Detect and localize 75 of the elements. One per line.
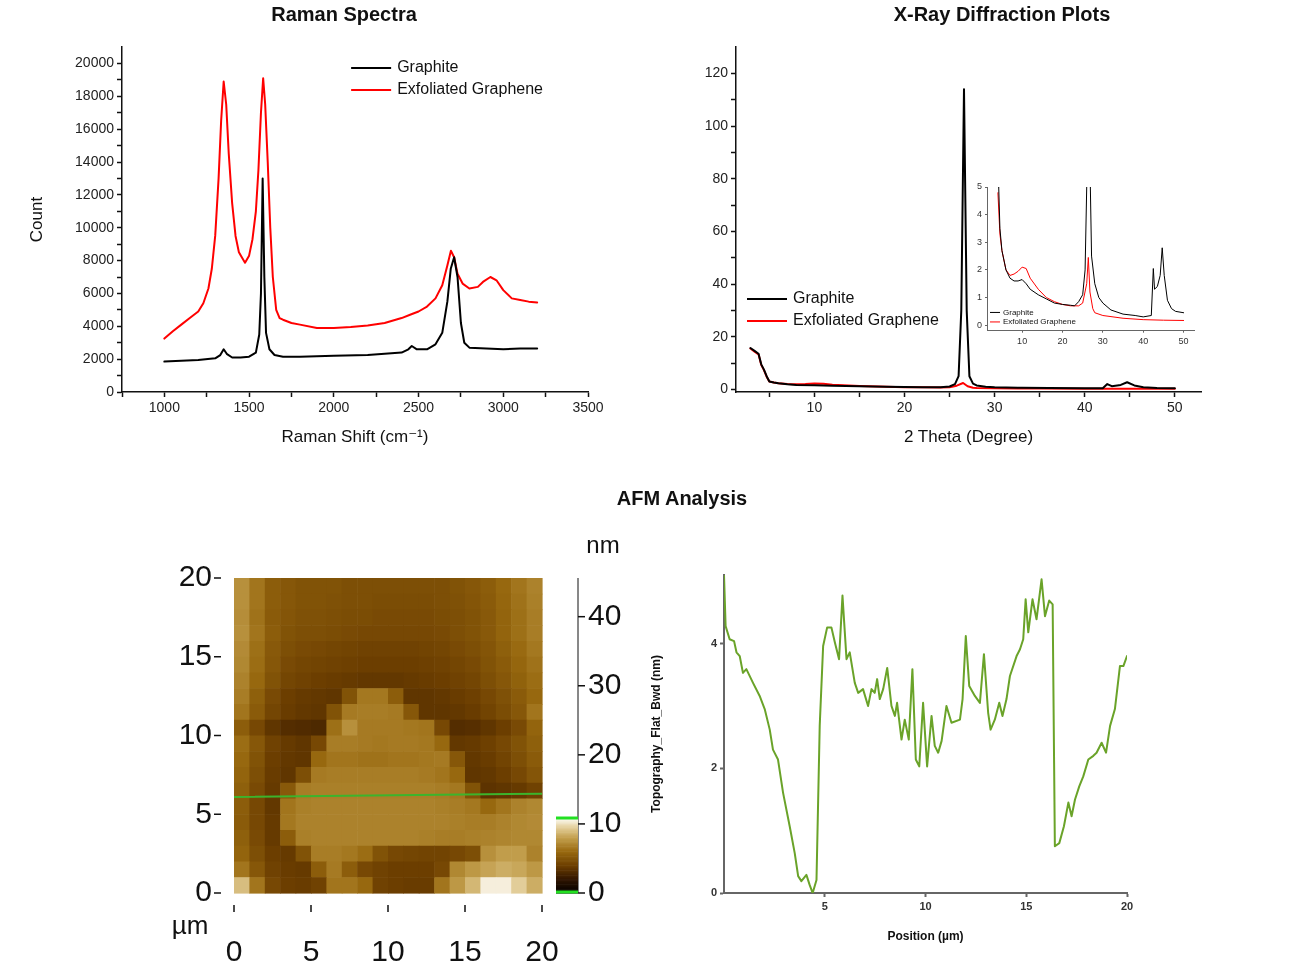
y-tick-label: 2 xyxy=(710,761,717,774)
x-tick-label: 30 xyxy=(1097,335,1108,346)
y-tick-label: 20000 xyxy=(75,54,115,71)
y-tick-label: 120 xyxy=(704,64,729,81)
x-axis-title: µm xyxy=(171,910,209,941)
x-tick-label: 5 xyxy=(302,934,320,966)
x-tick-label: 20 xyxy=(1120,899,1134,912)
y-tick-label: 6000 xyxy=(82,284,115,301)
y2-tick-label: 40 xyxy=(588,597,622,631)
legend-label: Graphite xyxy=(397,58,459,76)
x-tick-label: 0 xyxy=(225,934,243,966)
x-axis-title: 2 Theta (Degree) xyxy=(903,426,1034,446)
legend-label: Exfoliated Graphene xyxy=(397,80,544,98)
y-axis-title: Topography_Flat_Bwd (nm) xyxy=(649,655,664,813)
legend-label: Graphite xyxy=(793,289,855,307)
y-tick-label: 60 xyxy=(712,222,729,239)
y-tick-label: 20 xyxy=(178,559,212,593)
x-tick-label: 30 xyxy=(986,399,1003,416)
y-tick-label: 2000 xyxy=(82,350,115,366)
x-tick-label: 10 xyxy=(806,399,823,416)
y-tick-label: 10000 xyxy=(75,218,115,235)
y-tick-label: 0 xyxy=(710,886,717,899)
x-axis-title: Position (µm) xyxy=(887,929,964,944)
x-tick-label: 3000 xyxy=(487,399,520,416)
y-tick-label: 5 xyxy=(195,795,212,829)
y-tick-label: 4000 xyxy=(82,317,115,334)
y-tick-label: 2 xyxy=(976,264,982,275)
color-bar-label: 10 xyxy=(588,805,622,839)
y-tick-label: 0 xyxy=(720,380,729,397)
text: AFM Analysis xyxy=(616,486,748,510)
x-tick-label: 10 xyxy=(1017,335,1028,346)
x-tick-label: 3500 xyxy=(572,399,604,416)
x-tick-label: 50 xyxy=(1167,399,1183,416)
chart-title: X-Ray Diffraction Plots xyxy=(893,2,1111,26)
x-tick-label: 1000 xyxy=(148,399,181,416)
x-tick-label: 20 xyxy=(896,399,913,416)
y-tick-label: 0 xyxy=(976,319,982,330)
legend-label: Exfoliated Graphene xyxy=(1003,317,1077,327)
x-tick-label: 15 xyxy=(1020,899,1033,912)
x-tick-label: 5 xyxy=(821,899,828,912)
y-tick-label: 80 xyxy=(712,169,729,186)
x-tick-label: 20 xyxy=(525,934,559,966)
x-tick-label: 15 xyxy=(448,934,482,966)
x-tick-label: 2000 xyxy=(318,399,350,416)
x-tick-label: 40 xyxy=(1076,399,1093,416)
y-tick-label: 18000 xyxy=(75,87,115,104)
y-tick-label: 8000 xyxy=(82,251,115,268)
y-tick-label: 15 xyxy=(178,638,212,672)
y2-tick-label: 20 xyxy=(588,736,622,770)
y-tick-label: 100 xyxy=(704,116,729,133)
y-tick-label: 10 xyxy=(178,716,212,750)
y-tick-label: 3 xyxy=(976,236,982,247)
color-bar-title: nm xyxy=(586,530,620,558)
x-tick-label: 1500 xyxy=(233,399,265,416)
y-tick-label: 14000 xyxy=(75,152,115,169)
x-tick-label: 50 xyxy=(1178,335,1189,346)
x-tick-label: 40 xyxy=(1138,335,1149,346)
x-tick-label: 10 xyxy=(919,899,932,912)
legend-label: Exfoliated Graphene xyxy=(793,311,939,329)
y-tick-label: 0 xyxy=(106,382,115,399)
chart-title: Raman Spectra xyxy=(271,2,417,26)
y-tick-label: 4 xyxy=(976,209,982,220)
y-axis-title: Count xyxy=(26,196,46,243)
y-tick-label: 16000 xyxy=(75,120,115,136)
y-tick-label: 1 xyxy=(976,292,982,303)
x-tick-label: 10 xyxy=(371,934,405,966)
y-tick-label: 40 xyxy=(712,274,729,291)
x-tick-label: 2500 xyxy=(402,399,435,416)
y-tick-label: 12000 xyxy=(75,185,115,202)
x-axis-title: Raman Shift (cm⁻¹) xyxy=(281,426,429,446)
legend-label: Graphite xyxy=(1003,307,1035,317)
y-tick-label: 5 xyxy=(976,181,982,192)
x-tick-label: 20 xyxy=(1057,335,1068,346)
y2-tick-label: 30 xyxy=(588,667,622,701)
y-tick-label: 4 xyxy=(710,636,718,649)
